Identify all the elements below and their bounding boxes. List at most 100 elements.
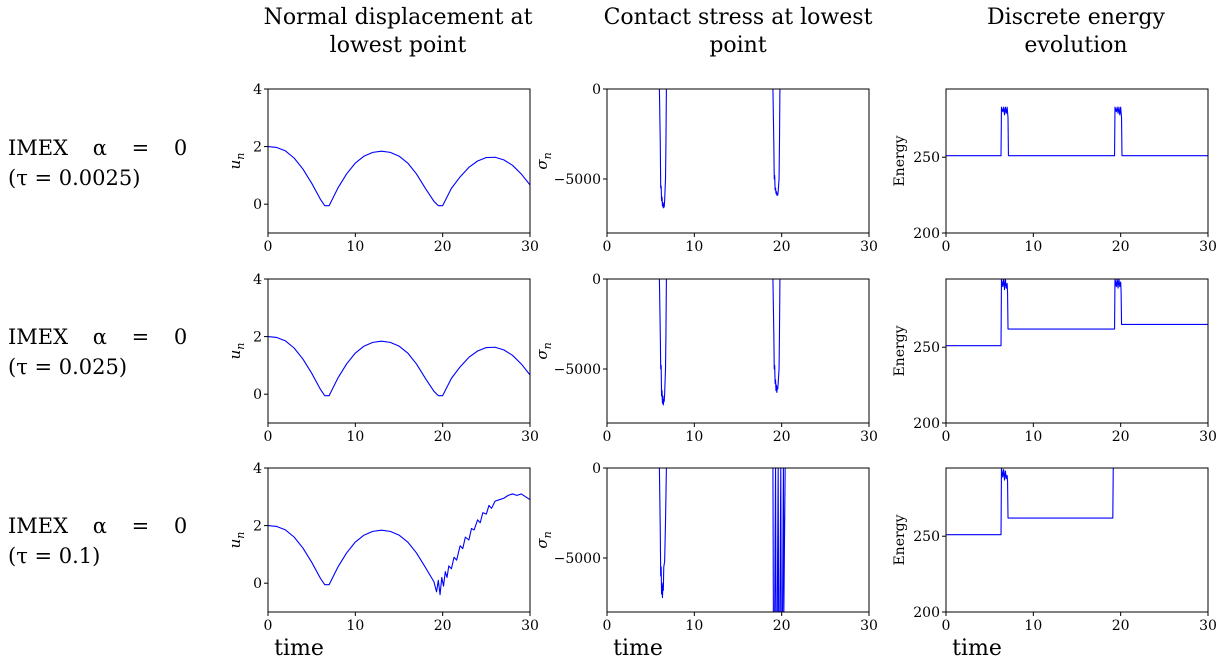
x-tick-label: 20 [1112, 429, 1130, 445]
x-tick-label: 0 [264, 618, 273, 634]
y-tick-label: 250 [913, 340, 940, 356]
x-axis-title-2: time [613, 636, 663, 661]
x-tick-label: 20 [773, 618, 791, 634]
chart-panel: 0 10 20 30 200 250 Energy [892, 278, 1217, 445]
column-title-line1: Contact stress at lowest [603, 5, 873, 30]
x-tick-label: 10 [685, 429, 703, 445]
column-title-line2: lowest point [329, 33, 467, 58]
x-tick-label: 30 [521, 429, 539, 445]
series-line [946, 279, 1208, 347]
plot-frame [945, 467, 1209, 613]
y-tick-label: 250 [913, 529, 940, 545]
column-title-line1: Normal displacement at [263, 5, 533, 30]
chart-panel: 0 10 20 30 0 2 4 un [226, 461, 539, 634]
series-line [607, 468, 869, 612]
row-label-1: IMEX α = 0 (τ = 0.0025) [8, 133, 208, 193]
y-axis-label: σn [533, 531, 554, 548]
x-tick-label: 30 [1199, 618, 1217, 634]
y-axis-label-sub: n [234, 153, 247, 160]
chart-panel: 0 10 20 30 0 2 4 un [226, 82, 539, 255]
y-tick-label: −5000 [554, 362, 601, 378]
series-line [268, 336, 530, 397]
row-label-line1: IMEX α = 0 [8, 514, 188, 538]
x-axis-title-3: time [952, 636, 1002, 661]
row-label-line2: (τ = 0.0025) [8, 166, 141, 190]
y-tick-label: 2 [253, 519, 262, 535]
plot-frame [606, 278, 870, 424]
x-tick-label: 10 [685, 239, 703, 255]
y-axis-label: σn [533, 342, 554, 359]
x-tick-label: 30 [521, 239, 539, 255]
series-line [946, 468, 1208, 536]
x-tick-label: 20 [434, 429, 452, 445]
y-tick-label: 0 [592, 461, 601, 477]
series-line [946, 106, 1208, 157]
y-axis-label-main: σ [533, 538, 551, 549]
x-tick-label: 20 [1112, 618, 1130, 634]
x-tick-label: 0 [603, 618, 612, 634]
series-line [268, 146, 530, 207]
y-tick-label: 4 [253, 82, 262, 98]
row-label-2: IMEX α = 0 (τ = 0.025) [8, 322, 208, 382]
y-tick-label: 250 [913, 150, 940, 166]
plot-frame [267, 88, 531, 234]
x-tick-label: 20 [773, 239, 791, 255]
x-tick-label: 20 [773, 429, 791, 445]
x-tick-label: 0 [942, 239, 951, 255]
x-axis-title-1: time [274, 636, 324, 661]
x-tick-label: 10 [346, 618, 364, 634]
x-tick-label: 30 [521, 618, 539, 634]
x-tick-label: 30 [1199, 429, 1217, 445]
x-tick-label: 30 [860, 239, 878, 255]
x-tick-label: 10 [685, 618, 703, 634]
y-tick-label: 200 [913, 226, 940, 242]
row-label-line1: IMEX α = 0 [8, 325, 188, 349]
y-axis-label-main: σ [533, 349, 551, 360]
x-tick-label: 10 [346, 239, 364, 255]
column-title-energy: Discrete energy evolution [926, 4, 1223, 60]
row-label-line2: (τ = 0.025) [8, 355, 128, 379]
y-axis-label-main: u [226, 160, 244, 170]
column-title-line1: Discrete energy [987, 5, 1165, 30]
y-axis-label-sub: n [541, 152, 554, 159]
y-axis-label-main: u [226, 539, 244, 549]
row-label-3: IMEX α = 0 (τ = 0.1) [8, 511, 208, 571]
x-tick-label: 30 [860, 429, 878, 445]
row-label-line2: (τ = 0.1) [8, 544, 101, 568]
x-tick-label: 0 [264, 429, 273, 445]
y-tick-label: 0 [592, 82, 601, 98]
y-axis-label-sub: n [541, 531, 554, 538]
row-label-line1: IMEX α = 0 [8, 136, 188, 160]
y-axis-label: un [226, 153, 247, 170]
x-tick-label: 20 [434, 239, 452, 255]
y-tick-label: 0 [253, 576, 262, 592]
plot-frame [606, 467, 870, 613]
chart-panel: 0 10 20 30 200 250 Energy [892, 88, 1217, 255]
x-tick-label: 10 [1024, 239, 1042, 255]
x-tick-label: 10 [1024, 618, 1042, 634]
y-axis-label-sub: n [234, 532, 247, 539]
y-axis-label: Energy [892, 325, 908, 376]
y-tick-label: 0 [253, 387, 262, 403]
plot-frame [267, 467, 531, 613]
column-title-stress: Contact stress at lowest point [588, 4, 888, 60]
x-tick-label: 0 [603, 239, 612, 255]
x-tick-label: 10 [346, 429, 364, 445]
y-tick-label: 200 [913, 416, 940, 432]
plot-frame [945, 278, 1209, 424]
series-line [607, 89, 869, 209]
y-tick-label: 2 [253, 330, 262, 346]
chart-panel: 0 10 20 30 200 250 Energy [892, 467, 1217, 634]
y-axis-label: un [226, 532, 247, 549]
x-tick-label: 10 [1024, 429, 1042, 445]
column-title-line2: point [709, 33, 767, 58]
x-tick-label: 0 [942, 618, 951, 634]
y-axis-label: σn [533, 152, 554, 169]
column-title-line2: evolution [1024, 33, 1128, 58]
x-tick-label: 0 [942, 429, 951, 445]
x-tick-label: 0 [603, 429, 612, 445]
